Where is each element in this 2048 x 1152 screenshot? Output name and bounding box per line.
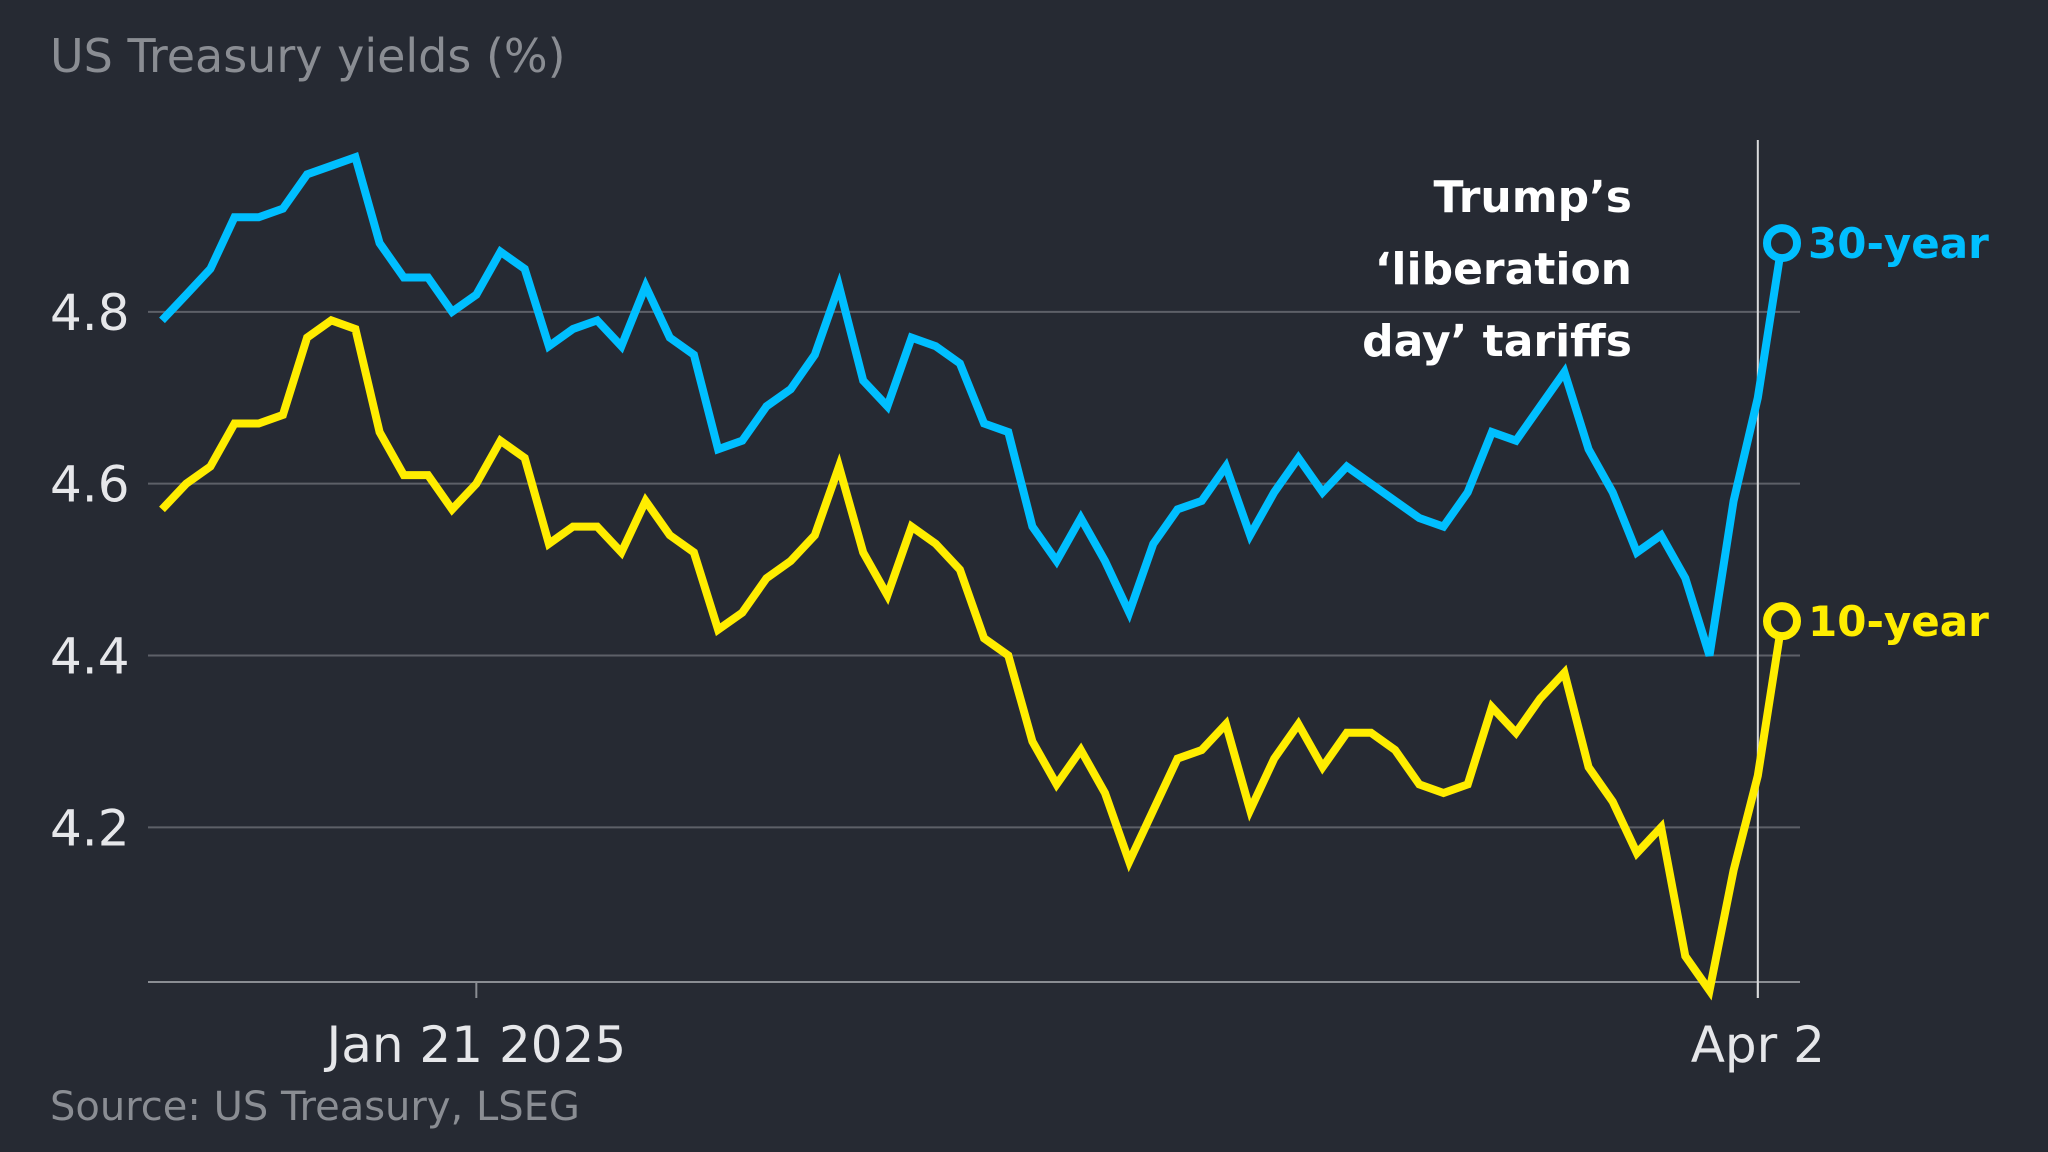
x-tick-label: Jan 21 2025 <box>323 1016 626 1074</box>
series-line-30-year <box>159 151 1786 657</box>
y-tick-label: 4.8 <box>50 284 130 342</box>
annotation-layer: Trump’s ‘liberation day’ tariffs <box>1362 140 1759 998</box>
y-tick-label: 4.6 <box>50 456 130 514</box>
series-label: 10-year <box>1808 597 1989 646</box>
series-line-10-year <box>159 315 1786 1001</box>
axis-layer: 4.8 4.6 4.4 4.2 Jan 21 2025 Apr 2 <box>50 284 1825 1074</box>
grid-layer <box>148 310 1800 829</box>
y-tick-label: 4.2 <box>50 799 130 857</box>
chart-title: US Treasury yields (%) <box>50 29 566 83</box>
annotation-text: ‘liberation <box>1375 244 1632 295</box>
chart-source: Source: US Treasury, LSEG <box>50 1084 580 1130</box>
series-end-marker <box>1763 224 1801 263</box>
series-layer: 30-year 10-year <box>159 151 1989 1001</box>
y-tick-label: 4.4 <box>50 628 130 686</box>
series-label: 30-year <box>1808 219 1989 268</box>
series-end-marker <box>1763 602 1801 641</box>
annotation-text: Trump’s <box>1434 172 1632 223</box>
x-tick-label: Apr 2 <box>1691 1016 1825 1074</box>
annotation-text: day’ tariffs <box>1362 316 1632 367</box>
